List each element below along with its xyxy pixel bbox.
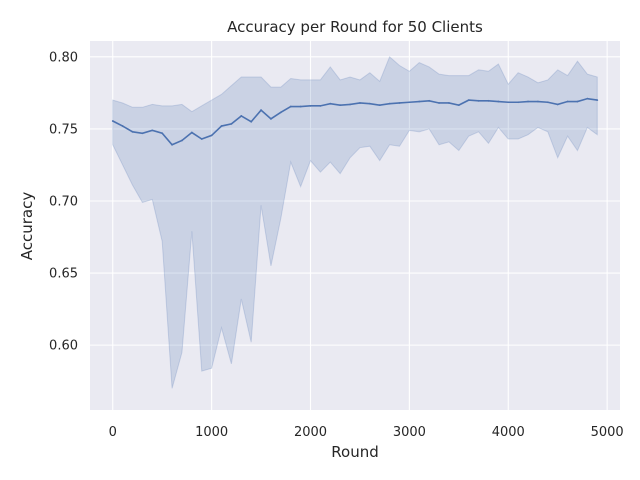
mean-data-point: [141, 132, 144, 135]
mean-data-point: [190, 131, 193, 134]
mean-data-point: [111, 120, 114, 122]
y-axis-label: Accuracy: [18, 192, 36, 261]
mean-data-point: [200, 138, 203, 140]
mean-data-point: [289, 105, 292, 108]
mean-data-point: [448, 102, 450, 104]
mean-data-point: [171, 143, 173, 146]
mean-data-point: [457, 104, 460, 107]
mean-data-point: [230, 122, 233, 125]
mean-data-point: [368, 102, 371, 105]
x-tick-label: 0: [109, 425, 117, 440]
y-tick-label: 0.60: [49, 339, 78, 354]
mean-data-point: [161, 132, 164, 135]
mean-data-point: [596, 99, 599, 101]
mean-data-point: [507, 101, 510, 104]
mean-data-point: [576, 100, 579, 103]
mean-data-point: [428, 99, 431, 102]
mean-data-point: [181, 139, 183, 142]
mean-data-point: [210, 134, 213, 137]
y-tick-label: 0.75: [49, 122, 78, 137]
mean-data-point: [517, 101, 520, 104]
mean-data-point: [260, 109, 262, 112]
mean-data-point: [537, 100, 539, 103]
mean-data-point: [438, 102, 440, 104]
mean-data-point: [151, 129, 154, 132]
x-tick-label: 5000: [591, 425, 624, 440]
mean-data-point: [477, 99, 480, 102]
mean-data-point: [309, 104, 312, 107]
mean-data-point: [378, 104, 381, 107]
y-tick-label: 0.65: [49, 267, 78, 282]
x-tick-label: 4000: [492, 425, 525, 440]
y-gridlines: [90, 56, 620, 346]
mean-data-point: [240, 115, 243, 117]
mean-data-point: [586, 97, 589, 100]
mean-data-point: [527, 100, 529, 103]
mean-data-point: [349, 103, 351, 106]
mean-data-point: [359, 102, 361, 104]
mean-data-point: [299, 105, 302, 108]
mean-data-point: [250, 120, 253, 123]
mean-data-point: [121, 125, 124, 127]
plot-area: [90, 41, 620, 410]
chart-title: Accuracy per Round for 50 Clients: [227, 18, 483, 36]
mean-data-point: [408, 101, 411, 104]
mean-accuracy-line: [112, 97, 598, 146]
y-tick-label: 0.80: [49, 50, 78, 65]
y-axis-ticks: 0.60 0.65 0.70 0.75 0.80: [49, 50, 78, 353]
mean-data-point: [398, 102, 401, 104]
x-tick-label: 3000: [393, 425, 426, 440]
mean-data-point: [546, 101, 549, 104]
x-axis-ticks: 0 1000 2000 3000 4000 5000: [109, 425, 624, 440]
mean-data-point: [131, 130, 134, 133]
mean-data-point: [467, 99, 470, 101]
mean-data-point: [556, 103, 559, 106]
mean-data-point: [270, 117, 272, 120]
y-tick-label: 0.70: [49, 194, 78, 209]
mean-data-point: [497, 100, 500, 103]
mean-data-point: [487, 99, 490, 102]
mean-data-points: [111, 97, 599, 146]
x-tick-label: 1000: [195, 425, 228, 440]
mean-data-point: [566, 100, 569, 103]
mean-data-point: [319, 104, 322, 107]
mean-data-point: [279, 111, 282, 114]
mean-data-point: [220, 125, 223, 127]
x-tick-label: 2000: [294, 425, 327, 440]
x-axis-label: Round: [331, 443, 378, 461]
confidence-band: [112, 56, 598, 389]
mean-data-point: [329, 102, 332, 105]
mean-data-point: [388, 102, 391, 105]
mean-data-point: [339, 104, 342, 107]
mean-data-point: [418, 100, 421, 103]
